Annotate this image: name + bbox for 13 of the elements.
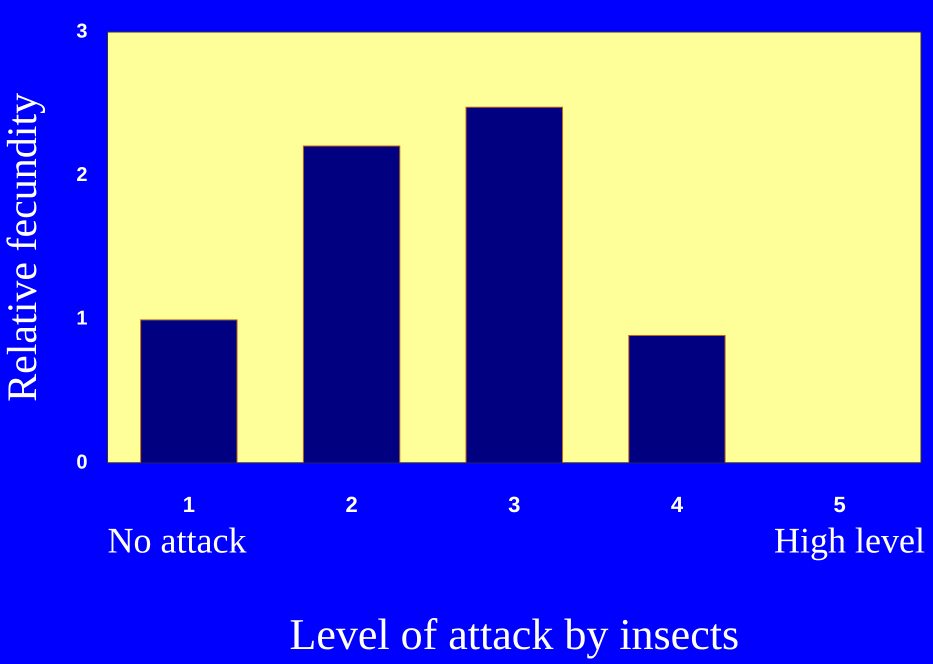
y-axis-title: Relative fecundity	[0, 92, 46, 402]
x-axis-title: Level of attack by insects	[289, 610, 740, 660]
x-tick-label: 5	[834, 492, 846, 518]
x-tick-label: 2	[345, 492, 358, 518]
y-tick-label: 1	[76, 308, 88, 330]
text: High level	[774, 520, 925, 560]
x-tick-label: 3	[508, 492, 520, 518]
y-tick-label: 2	[76, 164, 88, 186]
x-tick-label: 1	[182, 492, 195, 518]
y-tick-label: 0	[76, 451, 88, 474]
x-tick-label: 4	[670, 492, 684, 518]
y-tick-label: 3	[76, 20, 88, 43]
text: No attack	[108, 520, 246, 560]
